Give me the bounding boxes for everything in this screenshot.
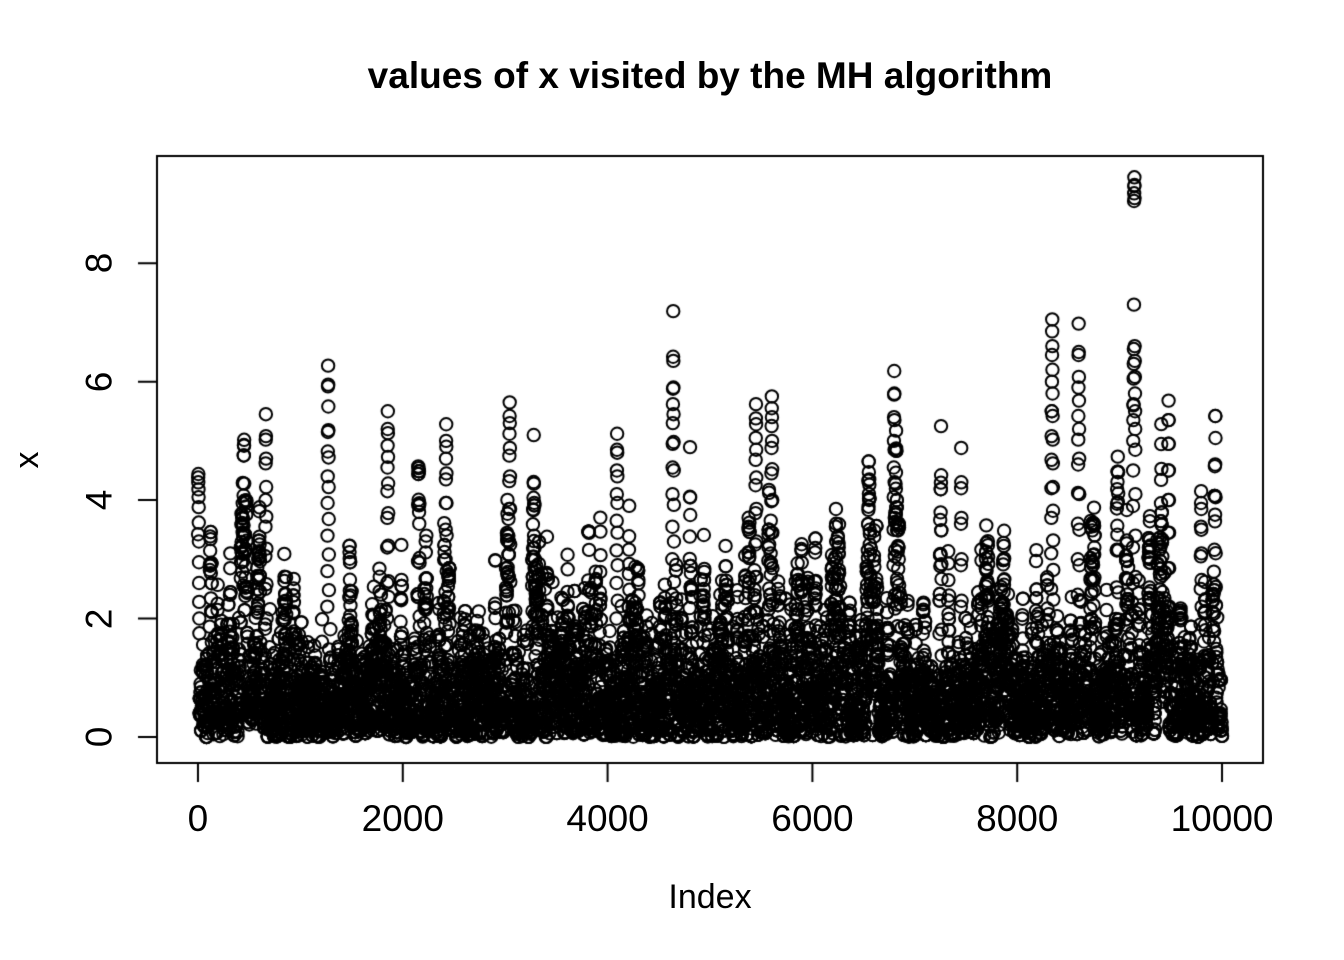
y-tick-label: 6 — [78, 371, 120, 392]
x-axis-label: Index — [668, 878, 752, 916]
y-tick-label: 4 — [78, 489, 120, 511]
y-tick-label: 2 — [78, 608, 120, 629]
x-tick-label: 4000 — [566, 798, 649, 839]
x-tick-label: 0 — [187, 798, 209, 839]
x-tick-label: 8000 — [976, 798, 1059, 839]
x-tick-label: 6000 — [771, 798, 854, 839]
plot-title: values of x visited by the MH algorithm — [367, 55, 1053, 96]
x-tick-label: 2000 — [361, 798, 444, 839]
y-axis-label: x — [8, 451, 46, 469]
x-tick-label: 10000 — [1170, 798, 1274, 839]
y-tick-label: 0 — [78, 726, 120, 748]
y-tick-label: 8 — [78, 252, 120, 274]
